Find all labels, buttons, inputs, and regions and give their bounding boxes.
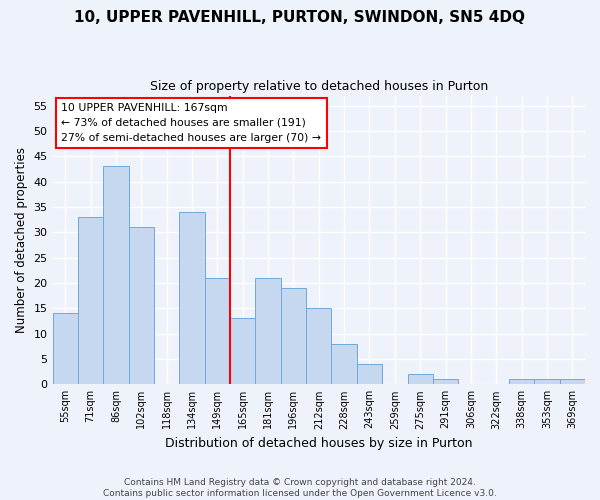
Bar <box>306 308 331 384</box>
Text: Contains HM Land Registry data © Crown copyright and database right 2024.
Contai: Contains HM Land Registry data © Crown c… <box>103 478 497 498</box>
Bar <box>256 278 281 384</box>
Text: 10 UPPER PAVENHILL: 167sqm
← 73% of detached houses are smaller (191)
27% of sem: 10 UPPER PAVENHILL: 167sqm ← 73% of deta… <box>61 103 322 143</box>
Bar <box>128 228 154 384</box>
Bar <box>179 212 205 384</box>
Title: Size of property relative to detached houses in Purton: Size of property relative to detached ho… <box>149 80 488 93</box>
Bar <box>357 364 382 384</box>
Bar <box>53 314 78 384</box>
Bar <box>78 217 103 384</box>
Y-axis label: Number of detached properties: Number of detached properties <box>15 147 28 333</box>
Bar <box>560 379 585 384</box>
Bar <box>230 318 256 384</box>
Bar <box>281 288 306 384</box>
Bar <box>103 166 128 384</box>
Bar <box>205 278 230 384</box>
Bar <box>534 379 560 384</box>
Bar <box>407 374 433 384</box>
Bar <box>331 344 357 385</box>
Text: 10, UPPER PAVENHILL, PURTON, SWINDON, SN5 4DQ: 10, UPPER PAVENHILL, PURTON, SWINDON, SN… <box>74 10 526 25</box>
Bar <box>433 379 458 384</box>
X-axis label: Distribution of detached houses by size in Purton: Distribution of detached houses by size … <box>165 437 473 450</box>
Bar <box>509 379 534 384</box>
